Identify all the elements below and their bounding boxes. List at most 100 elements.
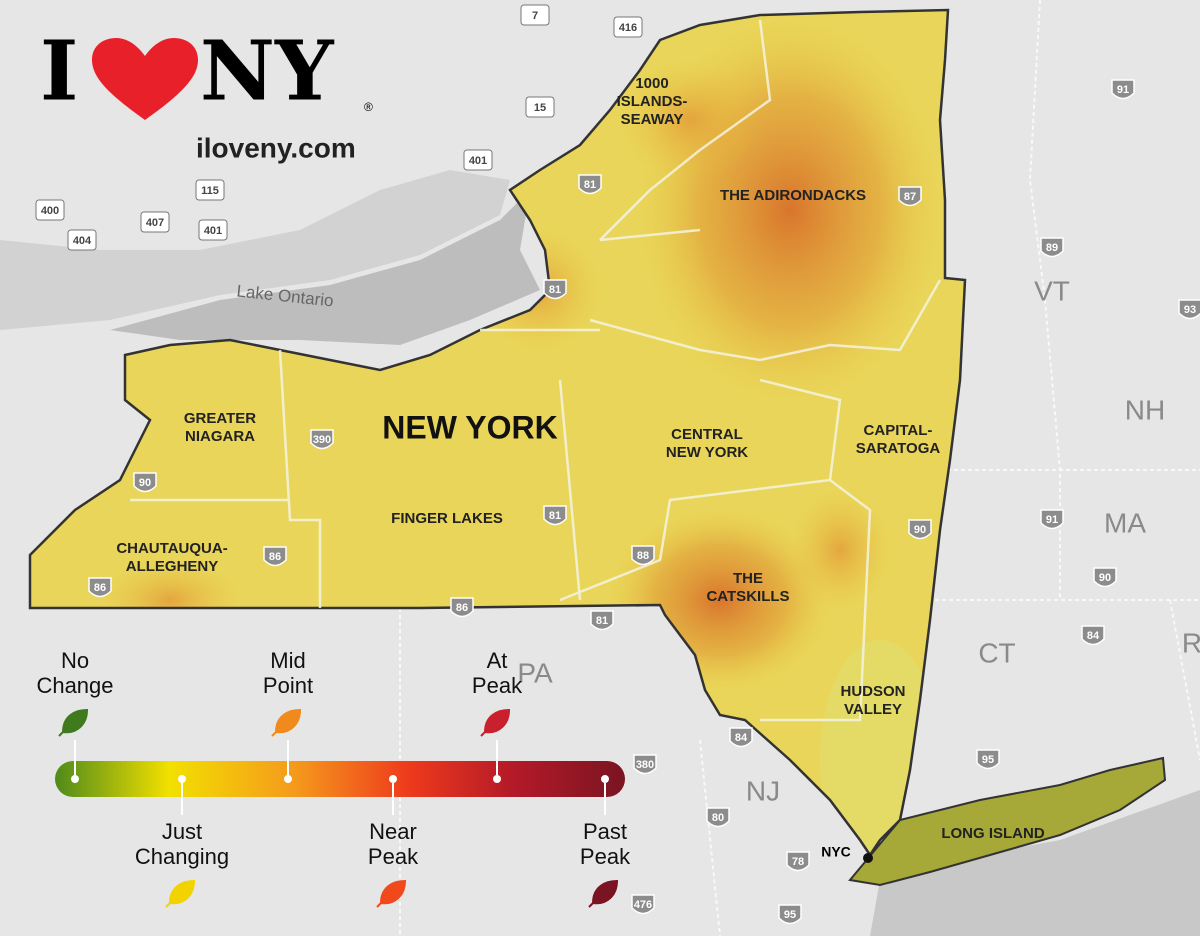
highway-shield: 87 [898,186,922,207]
legend-leaf [58,708,89,737]
shield-shape [976,749,1000,770]
highway-shield: 81 [543,279,567,300]
shield-number: 90 [1099,572,1111,584]
legend-dot [284,775,292,783]
state-label: MA [1104,507,1146,538]
region-label: SARATOGA [856,440,941,457]
shield-number: 81 [549,510,561,522]
long-island [848,756,1167,887]
region-label: ISLANDS- [617,93,688,110]
highway-shield: 400 [35,199,65,221]
legend-label: Just [162,819,202,844]
region-label: THE [733,570,763,587]
shield-number: 87 [904,191,916,203]
shield-shape [778,904,802,925]
shield-shape [67,229,97,251]
highway-shield: 90 [133,472,157,493]
highway-shield: 80 [706,807,730,828]
shield-number: 15 [534,102,546,114]
shield-number: 416 [619,22,637,34]
shield-shape [590,610,614,631]
highway-shield: 390 [310,429,334,450]
shield-number: 86 [269,551,281,563]
highway-shield: 88 [631,545,655,566]
highway-shield: 404 [67,229,97,251]
region-label: THE ADIRONDACKS [720,187,866,204]
shield-number: 390 [313,434,331,446]
highway-shield: 78 [786,851,810,872]
highway-shield: 416 [613,16,643,38]
shield-number: 115 [201,185,219,197]
highway-shield: 91 [1040,509,1064,530]
highway-shield: 81 [590,610,614,631]
shield-shape [263,546,287,567]
legend-leaf [165,879,196,908]
shield-shape [195,179,225,201]
shield-shape [729,727,753,748]
region-label: HUDSON [840,683,905,700]
shield-shape [1040,509,1064,530]
shield-shape [613,16,643,38]
shield-shape [543,505,567,526]
legend-leaf [271,708,302,737]
shield-number: 84 [1087,630,1100,642]
shield-number: 90 [139,477,151,489]
state-borders [399,0,1200,936]
shield-number: 78 [792,856,804,868]
shield-number: 95 [982,754,994,766]
city-dot [863,853,873,863]
shield-number: 404 [73,235,92,247]
lake-shore [0,170,510,330]
shield-number: 81 [549,284,561,296]
state-label: R [1182,627,1200,658]
region-label: NEW YORK [666,444,748,461]
legend-label: Peak [580,844,631,869]
shield-shape [198,219,228,241]
highway-shield: 90 [1093,567,1117,588]
shield-shape [140,211,170,233]
legend-dot [493,775,501,783]
region-label: VALLEY [844,701,902,718]
region-label: NIAGARA [185,428,255,445]
shield-number: 95 [784,909,796,921]
highway-shield: 90 [908,519,932,540]
logo-ny: NY [200,23,335,119]
shield-number: 90 [914,524,926,536]
region-label: ALLEGHENY [126,558,219,575]
legend-bar [55,761,625,797]
shield-number: 80 [712,812,724,824]
shield-number: 86 [456,602,468,614]
shield-number: 400 [41,205,59,217]
highway-shield: 95 [976,749,1000,770]
legend-dot [389,775,397,783]
shield-number: 81 [584,179,596,191]
legend-label: At [487,648,508,673]
shield-shape [1093,567,1117,588]
region-label: CATSKILLS [706,588,789,605]
shield-shape [35,199,65,221]
highway-shield: 15 [525,96,555,118]
shield-number: 88 [637,550,649,562]
city-label: NYC [821,844,851,860]
shield-number: 7 [532,10,538,22]
shield-number: 86 [94,582,106,594]
shield-number: 89 [1046,242,1058,254]
legend-leaf [480,708,511,737]
shield-shape [1081,625,1105,646]
legend-label: Changing [135,844,229,869]
legend-label: No [61,648,89,673]
logo-i: I [40,23,78,119]
region-label: GREATER [184,410,256,427]
highway-shield: 84 [1081,625,1105,646]
shield-number: 401 [469,155,487,167]
highway-shield: 401 [463,149,493,171]
shield-shape [543,279,567,300]
highway-shield: 86 [450,597,474,618]
shield-shape [578,174,602,195]
highway-shield: 81 [578,174,602,195]
shield-number: 407 [146,217,164,229]
legend-label: Peak [368,844,419,869]
shield-shape [450,597,474,618]
highway-shield: 93 [1178,299,1200,320]
shield-shape [1111,79,1135,100]
